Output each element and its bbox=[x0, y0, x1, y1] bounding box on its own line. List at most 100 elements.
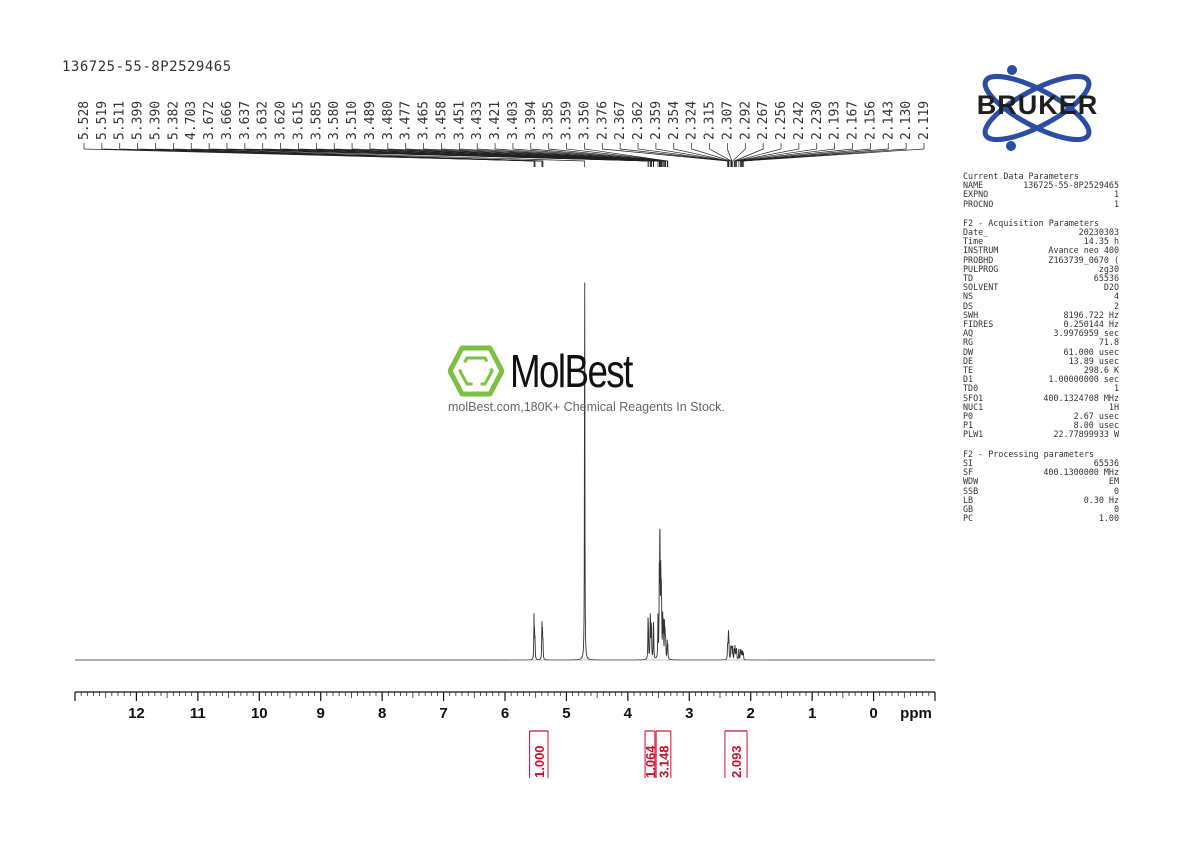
peak-label: 3.359 bbox=[560, 101, 575, 140]
param-key: TD0 bbox=[963, 383, 979, 394]
peak-label: 5.399 bbox=[131, 101, 146, 140]
param-row: SOLVENT D2O bbox=[963, 283, 1119, 292]
peak-connector bbox=[584, 143, 669, 167]
param-key: P0 bbox=[963, 411, 974, 422]
param-key: GB bbox=[963, 503, 974, 514]
param-key: SWH bbox=[963, 309, 979, 320]
x-tick-label: 6 bbox=[501, 705, 509, 722]
peak-connector bbox=[405, 143, 661, 167]
peak-label: 5.519 bbox=[95, 101, 110, 140]
param-key: DE bbox=[963, 355, 974, 366]
param-value: Avance neo 400 bbox=[1048, 245, 1119, 256]
peak-connector bbox=[494, 143, 664, 167]
peak-connector bbox=[735, 143, 800, 167]
param-value: 22.77899933 W bbox=[1053, 429, 1119, 440]
watermark-brand: MolBest bbox=[510, 345, 633, 397]
peak-label: 3.403 bbox=[506, 101, 521, 140]
peak-label: 5.390 bbox=[148, 101, 163, 140]
param-row: SSB 0 bbox=[963, 485, 1119, 496]
x-axis-label: ppm bbox=[900, 705, 932, 722]
param-row: PROBHD Z163739_0670 ( bbox=[963, 254, 1119, 265]
peak-label: 5.382 bbox=[166, 101, 181, 140]
spectrum-line bbox=[75, 282, 935, 661]
peak-label: 2.193 bbox=[828, 101, 843, 140]
param-key: PC bbox=[963, 513, 974, 524]
param-value: 0.30 Hz bbox=[1083, 494, 1119, 505]
param-value: 1 bbox=[1113, 198, 1119, 209]
param-key: RG bbox=[963, 337, 974, 348]
peak-connector bbox=[732, 143, 746, 167]
peak-label: 3.620 bbox=[274, 101, 289, 140]
integral-value: 2.093 bbox=[729, 745, 744, 778]
param-value: 65536 bbox=[1093, 457, 1119, 468]
peak-label: 3.480 bbox=[381, 101, 396, 140]
benzene-ring-icon bbox=[448, 345, 504, 397]
watermark: MolBest molBest.com,180K+ Chemical Reage… bbox=[448, 344, 748, 414]
param-row: SFO1 400.1324708 MHz bbox=[963, 393, 1119, 403]
peak-label: 3.580 bbox=[327, 101, 342, 140]
param-key: SI bbox=[963, 457, 974, 468]
param-value: 298.6 K bbox=[1083, 365, 1119, 376]
x-tick-label: 8 bbox=[378, 705, 386, 722]
param-row: INSTRUM Avance neo 400 bbox=[963, 246, 1119, 255]
param-row: WDW EM bbox=[963, 477, 1119, 486]
peak-label: 3.510 bbox=[345, 101, 360, 140]
param-row: Time 14.35 h bbox=[963, 237, 1119, 246]
param-value: 61.000 usec bbox=[1063, 346, 1119, 357]
parameter-panel: Current Data Parameters NAME 136725-55-8P2… bbox=[963, 171, 1119, 524]
param-row: SI 65536 bbox=[963, 457, 1119, 468]
param-value: 0.250144 Hz bbox=[1063, 319, 1119, 330]
param-key: DS bbox=[963, 300, 974, 311]
param-row: DW 61.000 usec bbox=[963, 346, 1119, 357]
x-axis: 12 11 10 9 8 7 6 5 4 3 2 1 0 ppm bbox=[74, 691, 936, 722]
atom-orbit-icon bbox=[982, 65, 1092, 151]
param-row: P1 8.00 usec bbox=[963, 421, 1119, 430]
param-key: PROBHD bbox=[963, 254, 994, 265]
param-value: D2O bbox=[1103, 282, 1119, 293]
peak-label: 2.376 bbox=[595, 101, 610, 140]
peak-label: 2.230 bbox=[810, 101, 825, 140]
param-value: 8196.722 Hz bbox=[1063, 309, 1119, 320]
peak-label: 3.666 bbox=[220, 101, 235, 140]
peak-label: 3.350 bbox=[577, 101, 592, 140]
x-tick-label: 10 bbox=[251, 705, 268, 722]
param-row: FIDRES 0.250144 Hz bbox=[963, 319, 1119, 330]
param-key: Date_ bbox=[963, 227, 989, 238]
peak-label: 3.458 bbox=[434, 101, 449, 140]
bruker-logo-text: BRUKER bbox=[976, 90, 1099, 120]
param-key: TD bbox=[963, 273, 974, 284]
peak-label: 3.585 bbox=[309, 101, 324, 140]
peak-connector bbox=[458, 143, 662, 167]
peak-label: 3.385 bbox=[542, 101, 557, 140]
param-value: 3.9976959 sec bbox=[1053, 328, 1119, 339]
peak-connector bbox=[119, 143, 536, 167]
param-value: 400.1300000 MHz bbox=[1043, 467, 1119, 478]
param-key: LB bbox=[963, 494, 974, 505]
param-row: RG 71.8 bbox=[963, 338, 1119, 347]
x-tick-label: 3 bbox=[685, 705, 693, 722]
param-row: NUC1 1H bbox=[963, 402, 1119, 412]
peak-connector bbox=[709, 143, 732, 167]
peak-connector bbox=[691, 143, 732, 167]
peak-label: 2.315 bbox=[703, 101, 718, 140]
peak-label: 2.367 bbox=[613, 101, 628, 140]
param-row: NS 4 bbox=[963, 292, 1119, 301]
peak-connector bbox=[190, 143, 586, 167]
peak-connector bbox=[738, 143, 835, 167]
sample-id: 136725-55-8P2529465 bbox=[62, 59, 232, 75]
peak-label: 3.433 bbox=[470, 101, 485, 140]
peak-label: 2.324 bbox=[685, 101, 700, 140]
param-key: NAME bbox=[963, 180, 984, 191]
peak-label: 3.672 bbox=[202, 101, 217, 140]
param-value: 0 bbox=[1113, 485, 1119, 496]
peak-connector bbox=[741, 143, 889, 167]
param-row: AQ 3.9976959 sec bbox=[963, 329, 1119, 338]
param-key: WDW bbox=[963, 476, 979, 487]
param-row: TD0 1 bbox=[963, 384, 1119, 393]
param-key: NS bbox=[963, 291, 974, 302]
param-row: GB 0 bbox=[963, 503, 1119, 514]
param-value: Z163739_0670 ( bbox=[1048, 254, 1119, 265]
peak-connector bbox=[733, 143, 764, 167]
param-value: zg30 bbox=[1098, 263, 1119, 274]
peak-label: 2.167 bbox=[846, 101, 861, 140]
